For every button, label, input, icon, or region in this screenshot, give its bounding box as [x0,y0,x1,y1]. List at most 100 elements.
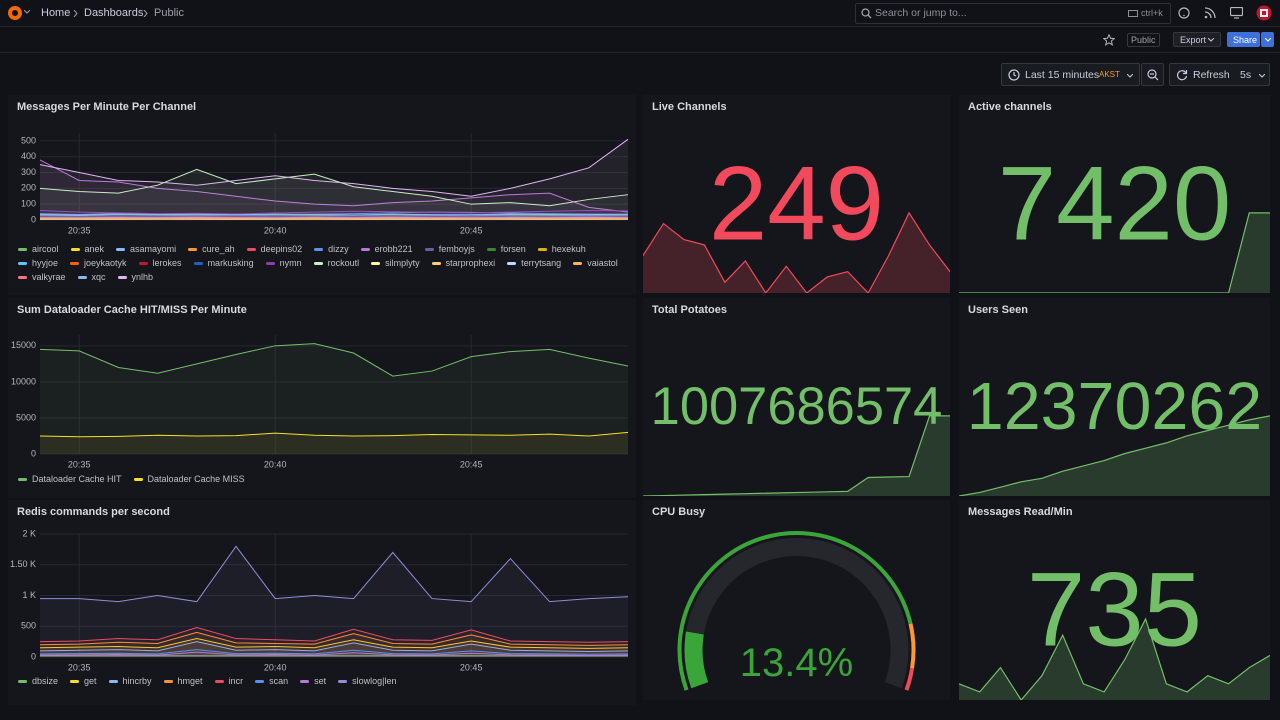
sparkline [959,415,1270,496]
legend-item: xqc [77,272,106,282]
series-area [40,212,628,220]
y-tick-label: 0 [31,214,36,224]
legend-label: ynlhb [131,272,154,282]
public-badge: Public [1127,33,1160,47]
share-button[interactable]: Share [1227,32,1260,47]
clock-icon [1008,69,1020,81]
user-avatar[interactable] [1256,5,1272,21]
logo-chevron[interactable] [24,10,30,15]
y-tick-label: 500 [21,135,36,145]
series-area [40,216,628,220]
legend-swatch [133,477,143,481]
series-line [39,211,629,216]
series-area [40,655,628,657]
stat-value: 249 [709,146,884,263]
series-area [40,638,628,657]
gauge-value-arc [684,631,709,689]
y-tick-label: 5000 [16,412,36,422]
y-tick-label: 0 [31,448,36,458]
threshold-band [677,531,913,691]
series-area [40,218,628,220]
stat-body: 249 [643,146,950,293]
legend-item: femboyjs [424,244,475,254]
series-line [39,213,629,216]
legend-swatch [313,261,323,265]
panel-title: Messages Per Minute Per Channel [17,101,197,113]
panel-title: Sum Dataloader Cache HIT/MISS Per Minute [17,304,247,316]
threshold-band [908,623,916,669]
series-area [40,546,628,657]
legend-label: scan [269,676,289,686]
sparkline-area [643,212,950,293]
x-tick-label: 20:45 [460,225,483,235]
legend-swatch [486,247,496,251]
legend-swatch [573,261,583,265]
legend-item: nymn [265,258,302,268]
export-button[interactable]: Export [1173,32,1221,47]
breadcrumb[interactable]: Dashboards [84,7,144,19]
share-dropdown[interactable] [1261,32,1274,47]
help-icon[interactable] [1178,7,1190,19]
series-line [39,638,629,649]
legend-label: deepins02 [260,244,303,254]
legend-swatch [193,261,203,265]
series-line [39,216,629,218]
series-line [39,215,629,218]
monitor-icon[interactable] [1230,7,1243,19]
series-line [39,641,629,652]
y-tick-label: 1 K [22,590,36,600]
series-area [40,649,628,657]
legend-label: set [314,676,327,686]
legend-label: Dataloader Cache HIT [32,474,122,484]
breadcrumb[interactable]: Home [41,7,71,19]
series-area [40,214,628,220]
legend-item: dizzy [314,244,349,254]
refresh-picker[interactable]: Refresh 5s [1169,63,1270,86]
gauge-track [684,538,909,689]
y-tick-label: 300 [21,167,36,177]
search-box[interactable]: Search or jump to... ctrl+k [855,3,1171,24]
legend-label: asamayomi [130,244,177,254]
search-icon [861,8,872,19]
legend-swatch [255,679,265,683]
stat-body: 12370262 [959,370,1270,496]
legend-swatch [371,261,381,265]
legend-item: joeykaotyk [70,258,127,268]
legend-item: cure_ah [188,244,235,254]
series-line [39,213,629,217]
legend-swatch [300,679,310,683]
grafana-logo[interactable] [7,5,23,21]
series-area [40,219,628,220]
series-area [40,219,628,220]
legend-label: terrytsang [521,258,562,268]
panel-title: CPU Busy [652,506,706,518]
series-area [40,169,628,220]
breadcrumb-separator [143,10,148,17]
zoom-out-button[interactable] [1141,63,1164,86]
legend-item: erobb221 [360,244,413,254]
breadcrumb-separator [73,10,78,17]
legend-label: markusking [207,258,254,268]
series-line [39,651,629,656]
news-icon[interactable] [1204,7,1216,19]
legend-label: dizzy [328,244,349,254]
refresh-interval: 5s [1240,69,1252,81]
series-area [40,217,628,220]
stat-body: 7420 [959,146,1270,293]
y-tick-label: 1.50 K [10,559,36,569]
y-tick-label: 10000 [11,376,36,386]
legend-label: erobb221 [374,244,413,254]
series-area [40,627,628,657]
gauge-body: 13.4% [677,531,916,691]
legend-item: hincrby [108,676,152,686]
x-tick-label: 20:35 [68,225,91,235]
series-line [39,168,629,207]
series-area [40,432,628,454]
series-line [39,649,629,655]
series-area [40,218,628,220]
sparkline-area [959,212,1270,293]
star-button[interactable] [1103,34,1115,46]
time-picker[interactable]: Last 15 minutes AKST [1001,63,1140,86]
panel: Total Potatoes 1007686574 [643,298,950,496]
